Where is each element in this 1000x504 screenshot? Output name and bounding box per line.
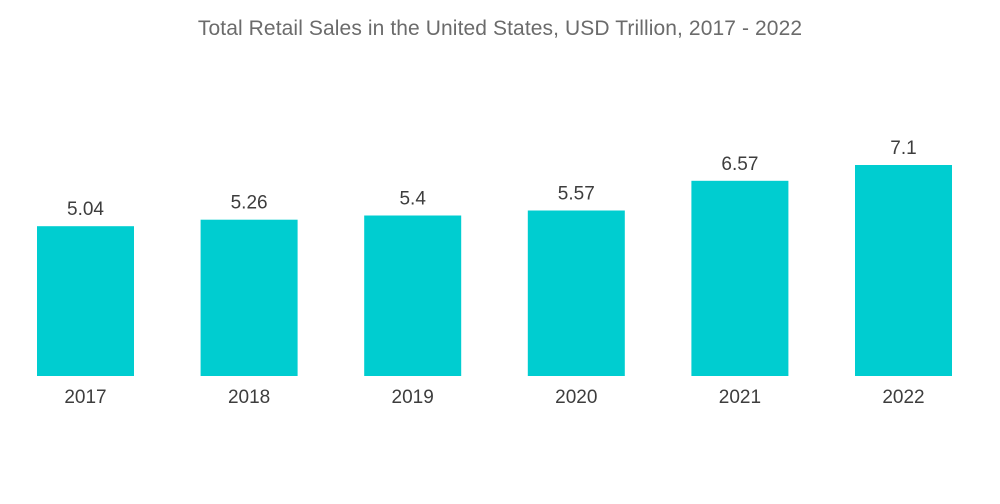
data-label-2021: 6.57 bbox=[721, 154, 758, 175]
data-label-2019: 5.4 bbox=[399, 189, 426, 210]
x-tick-label-2019: 2019 bbox=[392, 387, 434, 408]
x-tick-label-2017: 2017 bbox=[64, 387, 106, 408]
x-tick-label-2022: 2022 bbox=[882, 387, 924, 408]
data-labels-layer: 5.04 5.26 5.4 5.57 6.57 7.1 bbox=[67, 138, 917, 220]
x-tick-label-2018: 2018 bbox=[228, 387, 270, 408]
bar-2017 bbox=[37, 226, 134, 376]
data-label-2018: 5.26 bbox=[231, 193, 268, 214]
x-tick-label-2021: 2021 bbox=[719, 387, 761, 408]
bars-layer bbox=[37, 165, 952, 376]
bar-2021 bbox=[691, 180, 789, 376]
data-label-2022: 7.1 bbox=[890, 138, 916, 159]
data-label-2020: 5.57 bbox=[558, 184, 595, 205]
data-label-2017: 5.04 bbox=[67, 199, 104, 220]
x-tick-label-2020: 2020 bbox=[555, 387, 597, 408]
x-axis-ticks-layer: 2017 2018 2019 2020 2021 2022 bbox=[64, 387, 924, 408]
bar-2019 bbox=[364, 215, 462, 376]
bar-2020 bbox=[527, 210, 625, 376]
bar-2022 bbox=[855, 165, 952, 376]
bar-2018 bbox=[200, 219, 298, 376]
chart-title: Total Retail Sales in the United States,… bbox=[197, 17, 803, 40]
